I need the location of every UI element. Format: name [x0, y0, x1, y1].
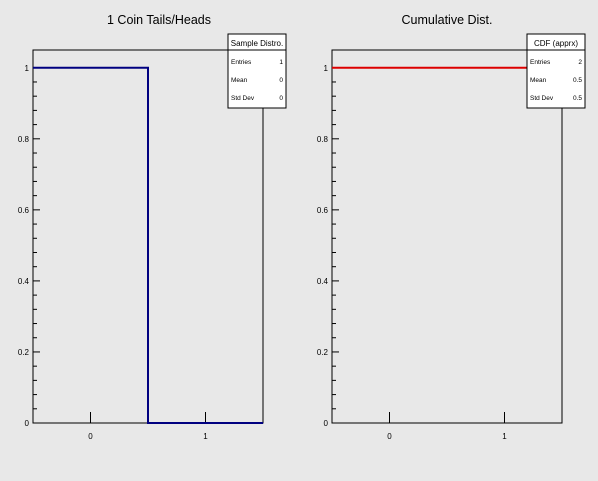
pane-1-x-tick-label: 0	[88, 432, 93, 441]
pane-2-stats-label: Entries	[530, 59, 551, 66]
pane-1-y-tick-label: 0	[25, 419, 30, 428]
pane-1-stats-label: Std Dev	[231, 95, 255, 102]
pane-2-stats-box-title: CDF (apprx)	[534, 39, 578, 48]
pane-2-y-tick-label: 0.2	[317, 348, 329, 357]
pane-1-stats-value: 0	[279, 95, 283, 102]
pane-1-y-tick-label: 0.2	[18, 348, 30, 357]
pane-1-step-line	[33, 66, 263, 424]
pane-1-x-tick-label: 1	[203, 432, 208, 441]
pane-2-y-tick-label: 0.8	[317, 135, 329, 144]
pane-2-group: Cumulative Dist. 0 0.2 0.4 0.6 0.8 1 0 1 CDF (app…	[317, 13, 586, 441]
pane-2-stats-box: CDF (apprx) Entries 2 Mean 0.5 Std Dev 0.5	[526, 33, 586, 109]
pane-1-stats-box-border	[227, 33, 287, 109]
pane-2-stats-value: 0.5	[573, 77, 582, 84]
pane-2-stats-label: Mean	[530, 77, 547, 84]
pane-2-title: Cumulative Dist.	[402, 13, 493, 27]
pane-1-stats-label: Mean	[231, 77, 248, 84]
pane-1-stats-value: 0	[279, 77, 283, 84]
pane-1-stats-box: Sample Distro. Entries 1 Mean 0 Std Dev 0	[227, 33, 287, 109]
pane-2-stats-box-border	[526, 33, 586, 109]
pane-1-y-tick-label: 0.8	[18, 135, 30, 144]
pane-1-y-tick-label: 1	[25, 64, 30, 73]
pane-2-stats-label: Std Dev	[530, 95, 554, 102]
pane-1-stats-box-title: Sample Distro.	[231, 39, 283, 48]
pane-1-y-tick-label: 0.6	[18, 206, 30, 215]
pane-2-y-tick-label: 1	[324, 64, 329, 73]
pane-2-y-tick-label: 0.4	[317, 277, 329, 286]
pane-2-x-tick-label: 1	[502, 432, 507, 441]
pane-1-title: 1 Coin Tails/Heads	[107, 13, 211, 27]
pane-2-stats-value: 2	[578, 59, 582, 66]
pane-1-stats-label: Entries	[231, 59, 252, 66]
pane-2-stats-value: 0.5	[573, 95, 582, 102]
pane-2-x-tick-label: 0	[387, 432, 392, 441]
pane-1-stats-value: 1	[279, 59, 283, 66]
pane-2-frame	[331, 49, 563, 424]
pane-2-y-tick-label: 0	[324, 419, 329, 428]
pane-1-y-tick-label: 0.4	[18, 277, 30, 286]
pane-2-y-tick-label: 0.6	[317, 206, 329, 215]
